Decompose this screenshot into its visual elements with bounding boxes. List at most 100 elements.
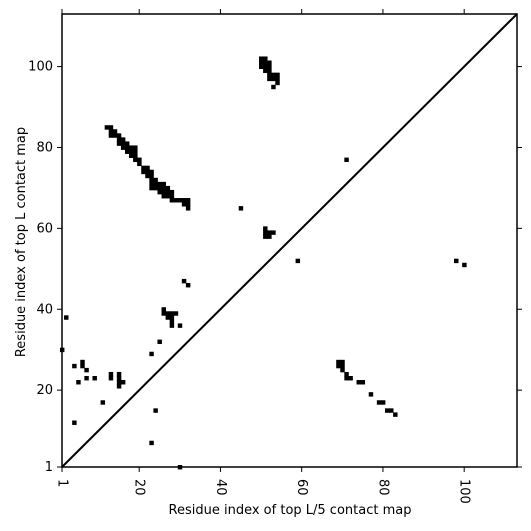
contact-point-upper — [181, 198, 187, 203]
contact-point-upper — [124, 145, 130, 150]
diagonal-line — [61, 13, 518, 468]
contact-point-upper — [263, 60, 268, 65]
contact-point-upper — [137, 157, 142, 163]
contact-point-upper — [259, 64, 264, 69]
contact-point-upper — [145, 173, 150, 179]
contact-point-lower — [153, 408, 158, 413]
contact-point-upper — [145, 169, 150, 175]
contact-point-lower — [336, 359, 341, 365]
contact-point-upper — [153, 185, 158, 191]
contact-point-lower — [169, 323, 175, 328]
contact-point-upper — [133, 145, 138, 150]
contact-point-upper — [120, 145, 126, 150]
x-tick-label: 1 — [55, 479, 70, 487]
contact-point-upper — [108, 133, 114, 138]
contact-point-lower — [169, 311, 175, 316]
contact-point-upper — [173, 198, 179, 203]
contact-point-upper — [271, 230, 276, 235]
lower-contact-points — [59, 278, 398, 470]
contact-point-upper — [267, 76, 272, 82]
contact-point-lower — [336, 363, 341, 369]
contact-point-lower — [76, 380, 81, 385]
contact-point-lower — [165, 315, 171, 320]
contact-point-lower — [116, 371, 122, 377]
contact-point-lower — [340, 363, 345, 369]
contact-point-upper — [181, 202, 187, 207]
contact-point-upper — [108, 129, 114, 134]
contact-point-upper — [263, 234, 268, 239]
contact-point-lower — [161, 311, 166, 316]
contact-point-upper — [267, 64, 272, 69]
y-tick-label: 60 — [36, 221, 53, 236]
contact-point-upper — [120, 141, 126, 146]
contact-point-lower — [149, 440, 154, 446]
contact-point-lower — [356, 380, 361, 385]
y-tick-label: 80 — [36, 140, 53, 155]
contact-point-upper — [116, 133, 122, 138]
contact-point-upper — [116, 141, 122, 146]
contact-point-lower — [348, 376, 353, 381]
contact-point-upper — [259, 56, 264, 61]
x-axis-label: Residue index of top L/5 contact map — [169, 503, 412, 518]
contact-point-upper — [462, 262, 467, 268]
contact-point-upper — [267, 72, 272, 78]
contact-point-upper — [185, 202, 191, 207]
contact-point-upper — [112, 129, 118, 134]
x-axis-ticks: 1 20 40 60 80 100 — [55, 9, 472, 504]
x-tick-label: 80 — [375, 479, 390, 496]
contact-point-upper — [149, 181, 154, 187]
contact-point-upper — [267, 230, 272, 235]
y-tick-label: 100 — [28, 60, 53, 75]
contact-point-upper — [133, 157, 138, 163]
contact-point-lower — [108, 376, 114, 381]
contact-point-upper — [263, 68, 268, 74]
contact-point-upper — [133, 153, 138, 158]
contact-point-upper — [238, 206, 244, 211]
contact-point-upper — [263, 230, 268, 235]
y-tick-label: 1 — [45, 460, 53, 475]
contact-point-lower — [360, 380, 366, 385]
contact-point-lower — [169, 319, 175, 324]
contact-point-lower — [84, 376, 89, 381]
contact-point-lower — [116, 376, 122, 381]
y-tick-label: 40 — [36, 302, 53, 317]
contact-point-upper — [267, 68, 272, 74]
contact-point-upper — [169, 193, 175, 199]
contact-point-lower — [340, 359, 345, 365]
contact-point-lower — [380, 400, 386, 405]
contact-point-lower — [165, 311, 171, 316]
contact-point-upper — [295, 258, 301, 264]
contact-point-lower — [393, 412, 398, 417]
contact-point-lower — [173, 311, 179, 316]
x-tick-label: 60 — [294, 479, 309, 496]
contact-point-upper — [149, 173, 154, 179]
contact-point-upper — [165, 193, 171, 199]
contact-point-upper — [263, 64, 268, 69]
contact-point-lower — [376, 400, 382, 405]
contact-point-upper — [153, 181, 158, 187]
x-tick-label: 40 — [213, 479, 228, 496]
contact-point-lower — [120, 380, 126, 385]
contact-point-upper — [104, 125, 110, 130]
contact-point-lower — [80, 363, 85, 369]
contact-point-upper — [129, 153, 134, 158]
contact-point-upper — [271, 72, 276, 78]
contact-point-upper — [275, 72, 280, 78]
contact-point-lower — [116, 380, 122, 385]
contact-point-upper — [259, 60, 264, 65]
contact-point-lower — [72, 420, 77, 425]
contact-point-upper — [161, 185, 166, 191]
contact-point-upper — [157, 185, 162, 191]
contact-point-upper — [133, 149, 138, 154]
contact-point-lower — [157, 339, 162, 345]
y-axis-ticks: 1 20 40 60 80 100 — [28, 60, 522, 475]
contact-point-upper — [124, 149, 130, 154]
contact-point-upper — [145, 165, 150, 171]
contact-point-upper — [124, 141, 130, 146]
contact-point-upper — [275, 76, 280, 82]
contact-point-upper — [185, 198, 191, 203]
contact-point-upper — [112, 133, 118, 138]
contact-point-lower — [389, 408, 394, 413]
contact-point-upper — [161, 193, 166, 199]
